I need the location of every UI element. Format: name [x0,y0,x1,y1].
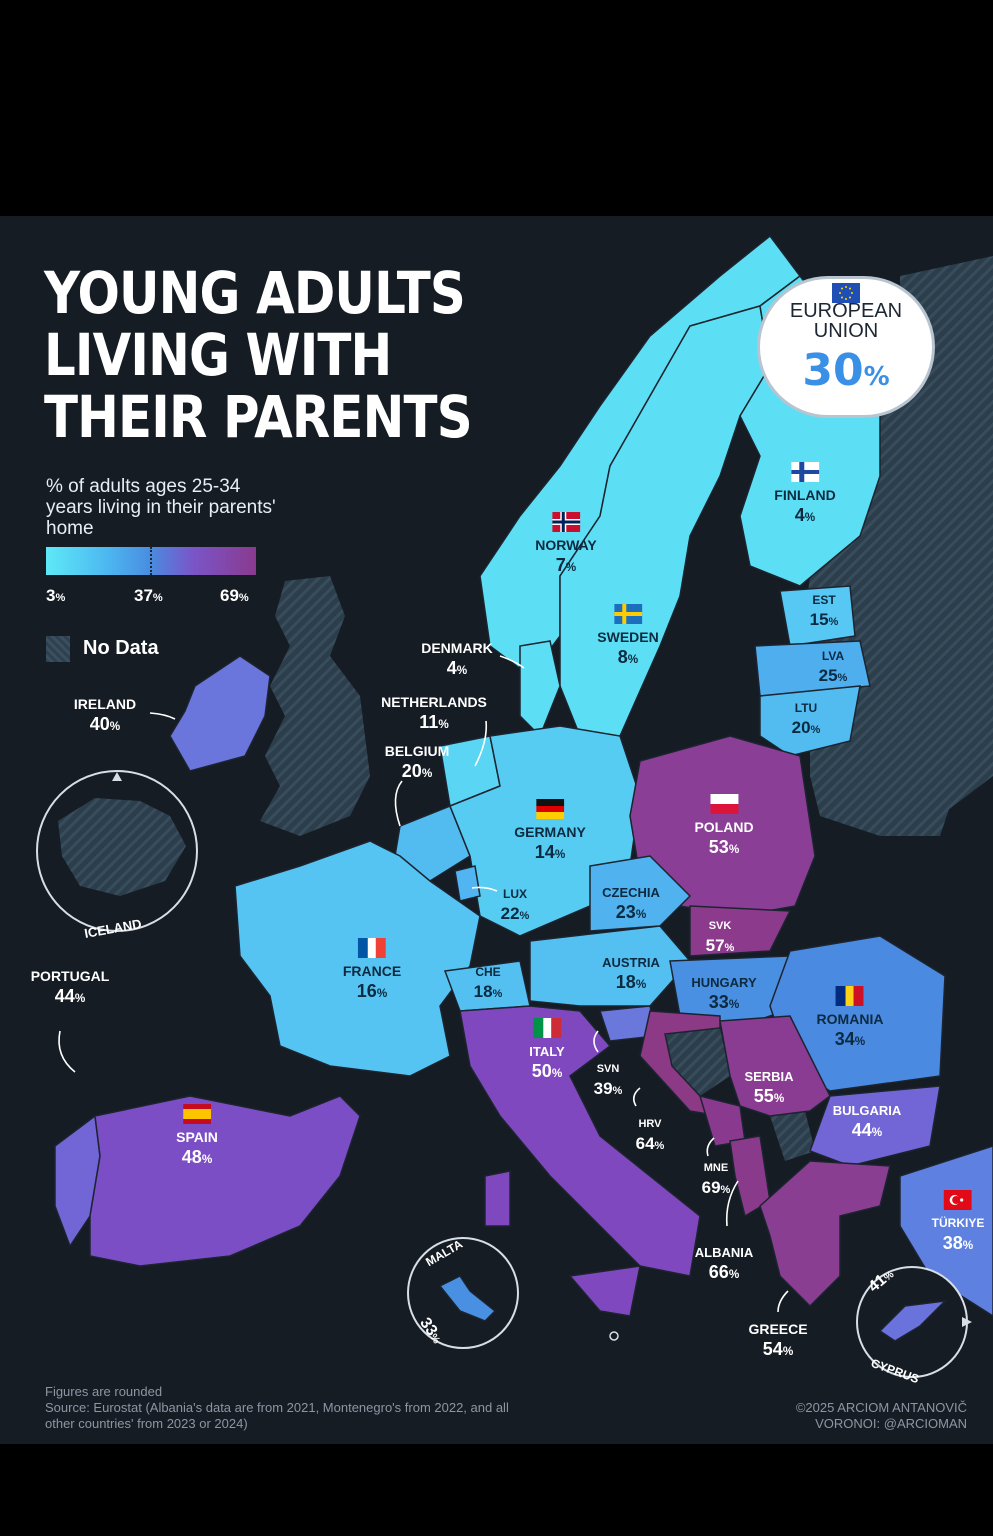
credit-author: ©2025 ARCIOM ANTANOVIČ [795,1400,967,1415]
country-czechia [589,855,692,932]
label-hrv: HRV 64% [635,1118,665,1153]
malta-location-dot [609,1331,619,1341]
country-hungary [669,955,801,1027]
legend-mid: 37% [134,586,163,605]
label-czechia: CZECHIA 23% [602,885,660,922]
label-svk: SVK 57% [705,920,735,955]
label-sweden: SWEDEN 8% [597,604,659,671]
cyprus-pointer-icon [962,1317,972,1327]
label-che: CHE 18% [473,965,503,1001]
label-lux: LUX 22% [500,887,530,923]
country-italy [459,1005,701,1277]
iceland-nodata [58,798,186,896]
kosovo-nodata [770,1111,815,1161]
footer-note-rounded: Figures are rounded [45,1384,163,1399]
title-line-2: LIVING WITH [44,321,392,389]
label-belgium: BELGIUM 20% [384,743,450,781]
footer-credit: ©2025 ARCIOM ANTANOVIČ VORONOI: @ARCIOMA… [796,1400,967,1432]
label-portugal: PORTUGAL 44% [30,968,110,1006]
legend-max: 69% [220,586,249,605]
label-ltu: LTU 20% [791,701,821,737]
country-serbia [719,1015,831,1117]
infographic: YOUNG ADULTS LIVING WITH THEIR PARENTS %… [0,216,993,1444]
title-line-1: YOUNG ADULTS [44,259,466,327]
country-lux [454,865,481,902]
country-romania [769,935,946,1092]
country-latvia [754,640,871,697]
credit-voronoi: VORONOI: @ARCIOMAN [815,1416,967,1431]
label-austria: AUSTRIA 18% [602,955,660,992]
country-sardinia [484,1170,511,1227]
spain-flag-icon [183,1104,211,1124]
label-svn: SVN 39% [593,1063,623,1098]
poland-flag-icon [710,794,738,814]
north-arrow-icon [112,772,122,781]
page-title: YOUNG ADULTS LIVING WITH THEIR PARENTS [44,259,473,451]
country-denmark [519,640,561,738]
label-denmark: DENMARK 4% [421,640,493,678]
germany-flag-icon [536,799,564,819]
legend-subtitle: % of adults ages 25-34 years living in t… [46,476,276,539]
country-mne [698,1094,746,1147]
eu-flag-icon [832,283,860,303]
label-france: FRANCE 16% [343,938,401,1005]
country-sicily [568,1265,641,1317]
country-bulgaria [809,1085,941,1167]
label-poland: POLAND 53% [694,794,754,861]
country-belgium [394,805,471,882]
label-serbia: SERBIA 55% [744,1069,794,1106]
country-spain [89,1095,361,1267]
legend-min: 3% [46,586,66,605]
label-netherlands: NETHERLANDS 11% [381,694,487,732]
sweden-flag-icon [613,604,642,624]
italy-flag-icon [533,1018,561,1038]
turkiye-flag-icon [943,1190,972,1210]
uk-nodata [260,576,370,836]
label-mne: MNE 69% [701,1162,731,1197]
romania-flag-icon [835,986,864,1006]
label-turkiye: TÜRKIYE 38% [932,1190,984,1257]
label-norway: NORWAY 7% [535,512,597,579]
label-greece: GREECE 54% [748,1321,808,1359]
country-greece [759,1160,891,1308]
country-estonia [779,585,856,647]
country-malta [438,1275,497,1322]
europe-map [36,234,993,1378]
eu-average-badge: EUROPEAN UNION 30% [760,279,932,415]
label-spain: SPAIN 48% [176,1104,218,1171]
title-line-3: THEIR PARENTS [44,383,473,451]
footer-notes: Figures are rounded Source: Eurostat (Al… [45,1384,515,1432]
label-romania: ROMANIA 34% [817,986,883,1053]
label-hungary: HUNGARY 33% [691,975,757,1012]
eu-label: EUROPEAN UNION [789,300,903,342]
legend-mid-tick [150,547,152,575]
finland-flag-icon [791,462,819,482]
label-est: EST 15% [809,593,839,629]
norway-flag-icon [552,512,580,532]
france-flag-icon [358,938,386,958]
label-albania: ALBANIA 66% [694,1245,754,1282]
label-germany: GERMANY 14% [514,799,586,866]
country-france [234,840,481,1077]
label-bulgaria: BULGARIA 44% [832,1103,902,1140]
no-data-swatch [46,636,70,662]
footer-source: Source: Eurostat (Albania's data are fro… [45,1400,509,1431]
country-slovakia [689,905,792,957]
label-italy: ITALY 50% [529,1018,565,1085]
eu-value: 30% [802,345,890,396]
country-ireland [169,655,271,772]
bosnia-nodata [665,1028,730,1096]
label-lva: LVA 25% [818,649,848,685]
callout-arrows [58,655,789,1313]
country-lithuania [759,685,861,757]
country-albania [729,1135,771,1218]
iceland-inset-ring [36,770,198,932]
label-ireland: IRELAND 40% [73,696,137,734]
no-data-label: No Data [83,637,159,659]
label-finland: FINLAND 4% [774,462,836,529]
country-cyprus [878,1299,948,1342]
